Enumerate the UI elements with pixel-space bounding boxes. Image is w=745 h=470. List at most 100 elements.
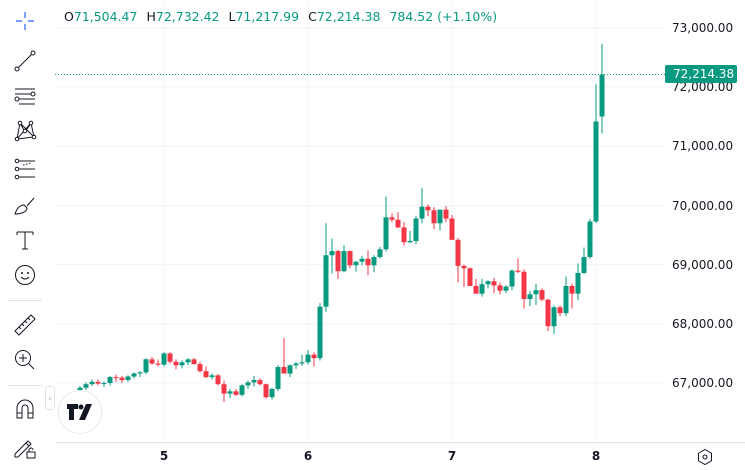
price-tick-label: 70,000.00: [672, 198, 734, 213]
candle: [587, 219, 593, 259]
time-tick-label: 6: [303, 449, 313, 463]
magnet-tool[interactable]: [8, 394, 42, 424]
candle: [347, 250, 353, 269]
candle: [233, 388, 239, 397]
candle: [503, 285, 509, 294]
candle: [221, 380, 227, 402]
crosshair-tool[interactable]: [8, 6, 42, 36]
candle: [191, 358, 197, 365]
lock-drawings-tool[interactable]: [8, 432, 42, 462]
pattern-icon: [14, 120, 37, 142]
price-tick-label: 71,000.00: [672, 139, 734, 154]
chart-settings-icon[interactable]: [696, 448, 714, 466]
candle: [551, 305, 557, 334]
candle: [449, 214, 455, 240]
time-axis[interactable]: 5 6 7 8: [55, 442, 745, 470]
candle: [569, 283, 575, 309]
candle: [485, 280, 491, 289]
candle: [437, 209, 443, 231]
tv-logo-icon: [67, 404, 92, 420]
candle: [251, 375, 257, 387]
candle: [215, 374, 221, 386]
candlestick-chart[interactable]: [55, 0, 665, 442]
candle: [335, 249, 341, 279]
candle: [143, 358, 149, 375]
candle: [515, 258, 521, 273]
candle: [443, 206, 449, 223]
candle: [281, 338, 287, 374]
candle: [161, 352, 167, 367]
trend-line-tool[interactable]: [8, 46, 42, 76]
candle: [377, 246, 383, 259]
ohlc-legend: O71,504.47 H72,732.42 L71,217.99 C72,214…: [64, 9, 497, 24]
price-tick-label: 67,000.00: [672, 376, 734, 391]
horizontal-lines-tool[interactable]: [8, 81, 42, 111]
candle: [407, 230, 413, 244]
zoom-in-tool[interactable]: [8, 345, 42, 375]
candle: [185, 358, 191, 366]
price-axis[interactable]: 73,000.00 72,000.00 71,000.00 70,000.00 69,0…: [665, 0, 745, 442]
high-value: H72,732.42: [146, 9, 220, 24]
candle: [245, 380, 251, 389]
candle: [461, 264, 467, 288]
candle: [137, 371, 143, 378]
text-tool[interactable]: [8, 225, 42, 255]
candle: [239, 384, 245, 397]
tradingview-logo[interactable]: [58, 390, 102, 434]
ruler-icon: [14, 314, 36, 336]
candle: [119, 375, 125, 384]
fib-retracement-tool[interactable]: [8, 154, 42, 184]
candle: [533, 283, 539, 305]
brush-tool[interactable]: [8, 190, 42, 220]
candle: [299, 354, 305, 366]
trend-line-icon: [14, 50, 36, 72]
fib-retracement-icon: [14, 158, 35, 180]
smiley-icon: [15, 265, 35, 285]
candle: [479, 278, 485, 297]
text-icon: [16, 231, 34, 250]
pattern-tool[interactable]: [8, 116, 42, 146]
candle: [329, 238, 335, 274]
candle: [593, 84, 599, 224]
candle: [425, 204, 431, 217]
candle: [599, 43, 605, 134]
candle: [107, 375, 113, 386]
candle: [269, 387, 275, 400]
emoji-tool[interactable]: [8, 260, 42, 290]
candle: [257, 378, 263, 386]
time-tick-label: 7: [447, 449, 457, 463]
price-tick-label: 69,000.00: [672, 257, 734, 272]
candle: [581, 247, 587, 275]
candle: [305, 349, 311, 365]
candle: [101, 381, 107, 388]
candle: [311, 352, 317, 367]
candle: [353, 261, 359, 272]
candle: [359, 255, 365, 266]
collapse-toolbar-button[interactable]: ‹: [45, 386, 55, 410]
candle: [209, 373, 215, 380]
candle: [419, 187, 425, 224]
open-value: O71,504.47: [64, 9, 138, 24]
magnet-icon: [16, 399, 34, 419]
toolbar-divider: [8, 385, 42, 386]
candle: [113, 374, 119, 382]
candle: [395, 212, 401, 228]
ruler-tool[interactable]: [8, 310, 42, 340]
candle: [203, 366, 209, 379]
candle: [131, 372, 137, 379]
change-value: 784.52 (+1.10%): [389, 9, 498, 24]
candle: [95, 379, 101, 386]
candle: [287, 364, 293, 378]
candle: [383, 196, 389, 252]
candle: [455, 238, 461, 283]
candle: [365, 250, 371, 276]
horizontal-lines-icon: [14, 88, 36, 105]
candle: [413, 215, 419, 244]
toolbar-divider: [8, 300, 42, 301]
crosshair-icon: [16, 12, 34, 30]
candle: [575, 263, 581, 301]
candle: [89, 379, 95, 386]
candle: [545, 298, 551, 331]
candle: [167, 352, 173, 364]
